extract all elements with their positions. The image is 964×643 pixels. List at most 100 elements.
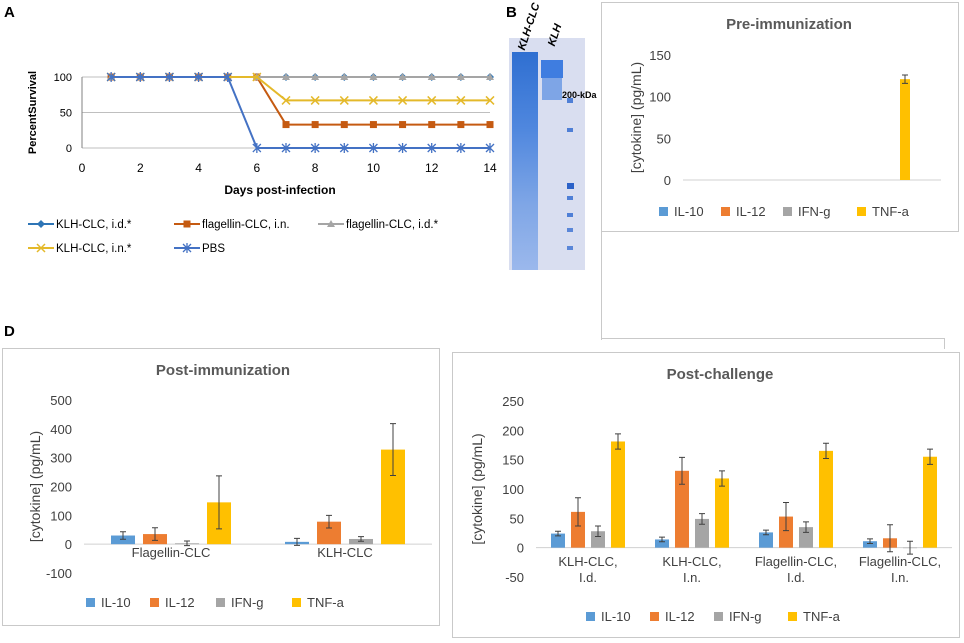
divider-line (601, 232, 602, 340)
legend-swatch (586, 612, 595, 621)
bar-il-10 (551, 533, 565, 548)
y-axis-label: [cytokine] (pg/mL) (27, 431, 43, 542)
error-bar (184, 540, 190, 547)
category-label: KLH-CLC, (662, 554, 721, 569)
bar-il-10 (759, 532, 773, 548)
legend-label: TNF-a (307, 595, 345, 610)
bar-ifn-g (695, 518, 709, 548)
legend-marker (37, 220, 45, 228)
y-tick-label: 100 (50, 508, 72, 523)
y-axis-label: [cytokine] (pg/mL) (469, 433, 485, 544)
legend-label: IL-10 (674, 204, 704, 219)
y-tick-label: 150 (502, 453, 524, 468)
bar-il-12 (317, 521, 341, 545)
bar-tnf-a (715, 478, 729, 548)
data-point (399, 121, 407, 129)
error-bar (902, 74, 908, 84)
panel-letter-d: D (4, 323, 15, 340)
data-point (164, 72, 174, 82)
x-tick-label: 4 (195, 161, 202, 175)
gel-ladder-band (567, 196, 573, 200)
legend-marker (327, 220, 335, 227)
bar-il-10 (655, 539, 669, 548)
post-immunization-chart: Post-immunization -100 0 100 200 300 400 500 [cy… (27, 362, 432, 610)
error-bar (887, 524, 893, 553)
legend-label: IFN-g (729, 609, 762, 624)
y-tick-label: 150 (649, 48, 671, 63)
legend-swatch (783, 207, 792, 216)
legend-marker (36, 243, 46, 253)
legend-swatch (292, 598, 301, 607)
y-tick-label: 400 (50, 422, 72, 437)
data-point (398, 143, 408, 153)
data-point (427, 143, 437, 153)
legend-label: IL-12 (665, 609, 695, 624)
category-label: I.d. (787, 570, 805, 585)
bar-tnf-a (923, 456, 937, 548)
y-tick-label: 200 (502, 423, 524, 438)
category-label: I.n. (891, 570, 909, 585)
panel-letter-a: A (4, 4, 15, 21)
error-bar (294, 537, 300, 546)
y-tick-label: 100 (502, 482, 524, 497)
gel-ladder-band (567, 213, 573, 217)
y-tick-label: 50 (60, 108, 72, 120)
error-bar (763, 529, 769, 536)
bar-il-12 (779, 516, 793, 548)
x-tick-label: 8 (312, 161, 319, 175)
category-label: Flagellin-CLC, (755, 554, 837, 569)
data-point (194, 72, 204, 82)
data-point (368, 95, 378, 105)
y-tick-label: 0 (664, 173, 671, 188)
y-tick-label: 250 (502, 394, 524, 409)
legend-swatch (86, 598, 95, 607)
gel-ladder-band (567, 228, 573, 232)
data-point (340, 73, 349, 80)
survival-chart: 0 50 100 0 2 4 6 8 10 12 14 Days post-infection Perc… (27, 71, 497, 255)
legend-swatch (857, 207, 866, 216)
y-tick-label: 100 (54, 72, 72, 84)
legend-label: IFN-g (798, 204, 831, 219)
data-point (456, 143, 466, 153)
gel-marker-label: 200-kDa (562, 90, 597, 100)
y-tick-label: 0 (517, 541, 524, 556)
chart-title: Post-immunization (156, 362, 290, 379)
bar-ifn-g (591, 531, 605, 548)
data-point (398, 73, 407, 80)
y-tick-label: 300 (50, 451, 72, 466)
gel-ladder-band (567, 183, 574, 189)
bar-tnf-a (819, 450, 833, 548)
error-bar (390, 423, 396, 477)
bar-il-12 (675, 470, 689, 548)
gel-ladder-band (567, 128, 573, 132)
error-bar (803, 521, 809, 533)
data-point (368, 143, 378, 153)
legend-label: IL-12 (736, 204, 766, 219)
category-label: Flagellin-CLC (132, 545, 211, 560)
post-challenge-chart: Post-challenge -50 0 50 100 150 200 250 [cytokin… (469, 366, 952, 624)
bar-il-10 (863, 541, 877, 548)
y-axis-label: PercentSurvival (27, 71, 39, 154)
y-tick-label: -100 (46, 566, 72, 581)
category-label: I.n. (683, 570, 701, 585)
legend-label: IL-12 (165, 595, 195, 610)
legend-label: PBS (202, 243, 225, 255)
error-bar (555, 530, 561, 537)
error-bar (907, 540, 913, 555)
legend-swatch (714, 612, 723, 621)
data-point (223, 72, 233, 82)
legend-marker (183, 220, 191, 228)
data-point (281, 143, 291, 153)
y-tick-label: 100 (649, 90, 671, 105)
panel-e-frame (452, 352, 960, 638)
bar-tnf-a (900, 79, 910, 180)
data-point (106, 72, 116, 82)
category-label: Flagellin-CLC, (859, 554, 941, 569)
data-point (281, 95, 291, 105)
gel-svg (509, 38, 585, 270)
panel-d-frame (2, 348, 440, 626)
data-point (457, 121, 465, 129)
error-bar (216, 475, 222, 530)
legend-label: IL-10 (601, 609, 631, 624)
data-point (456, 95, 466, 105)
